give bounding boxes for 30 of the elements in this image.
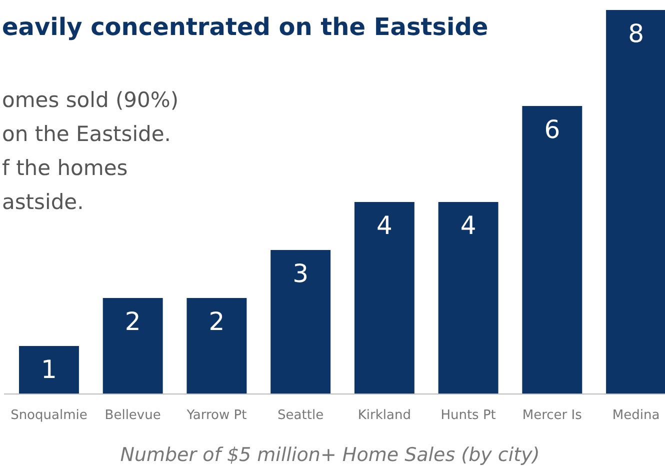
data-label: 1 [41,355,57,384]
annotation: astside. [2,190,84,214]
data-label: 6 [544,115,560,144]
bar [270,250,331,394]
bar [606,10,665,394]
annotation: omes sold (90%) [2,88,179,112]
annotation: on the Eastside. [2,122,171,146]
annotation: f the homes [2,156,128,180]
bar [438,202,498,394]
x-tick-label: Yarrow Pt [186,408,247,423]
x-tick-label: Medina [612,408,660,423]
x-tick-label: Bellevue [104,408,161,423]
bar [354,202,414,394]
x-tick-label: Seattle [278,408,324,423]
x-tick-label: Mercer Is [522,408,582,423]
bar [18,346,79,394]
data-label: 4 [376,211,392,240]
data-label: 2 [208,307,225,336]
bar [186,298,247,394]
chart-title: eavily concentrated on the Eastside [2,13,488,41]
data-label: 8 [628,19,644,48]
data-label: 4 [460,211,476,240]
bar [102,298,163,394]
x-tick-label: Hunts Pt [440,408,496,423]
x-tick-label: Kirkland [358,408,411,423]
x-tick-label: Snoqualmie [10,408,88,423]
data-label: 3 [292,259,309,288]
data-label: 2 [124,307,141,336]
bar [522,106,582,394]
x-axis-title: Number of $5 million+ Home Sales (by city) [120,444,540,466]
